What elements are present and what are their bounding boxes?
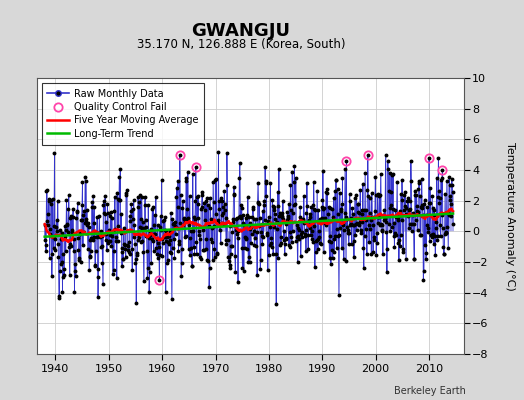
Y-axis label: Temperature Anomaly (°C): Temperature Anomaly (°C) <box>505 142 515 290</box>
Text: GWANGJU: GWANGJU <box>192 22 290 40</box>
Legend: Raw Monthly Data, Quality Control Fail, Five Year Moving Average, Long-Term Tren: Raw Monthly Data, Quality Control Fail, … <box>41 83 204 145</box>
Text: 35.170 N, 126.888 E (Korea, South): 35.170 N, 126.888 E (Korea, South) <box>137 38 345 51</box>
Text: Berkeley Earth: Berkeley Earth <box>395 386 466 396</box>
